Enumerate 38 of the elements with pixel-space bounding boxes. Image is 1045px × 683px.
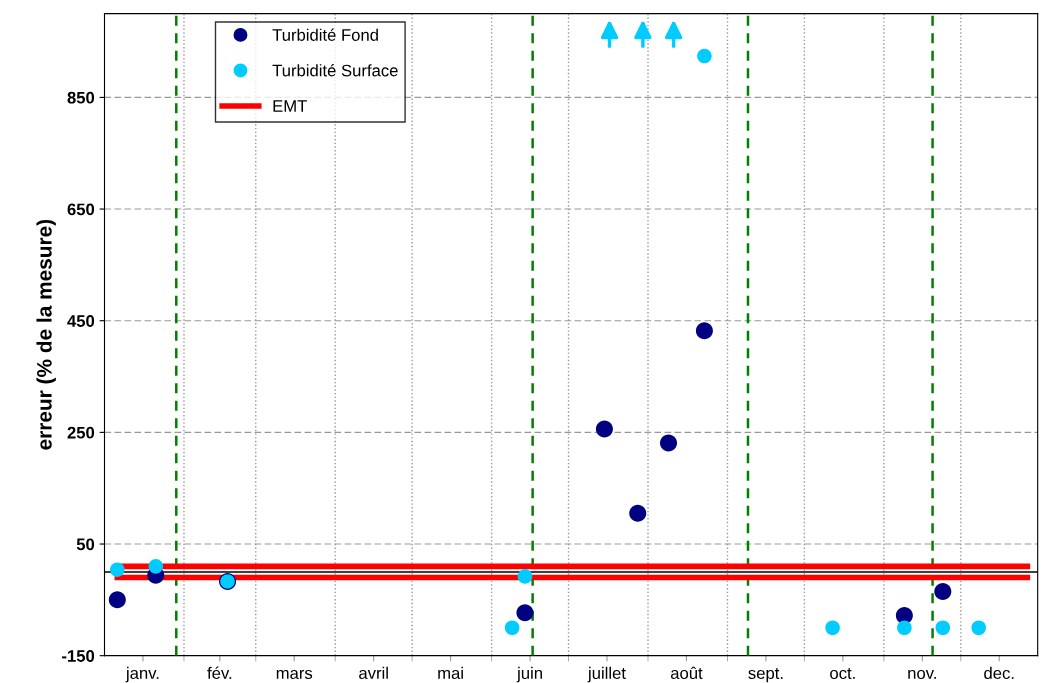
point (517, 569, 533, 584)
x-tick-label: mars (276, 669, 313, 680)
point (897, 620, 912, 636)
x-tick-label: nov. (908, 669, 936, 680)
x-tick-label: mai (438, 666, 463, 680)
x-tick-label: août (670, 666, 703, 680)
point (935, 620, 951, 636)
point (148, 559, 164, 574)
point (695, 322, 713, 340)
x-tick-label: juillet (587, 666, 626, 683)
point (595, 420, 613, 438)
point (504, 620, 520, 636)
x-tick-label: avril (359, 666, 388, 680)
y-axis-title: erreur (% de la mesure) (36, 219, 56, 450)
legend-label: Turbidité Surface (272, 64, 398, 77)
point (825, 620, 840, 636)
point (934, 582, 952, 600)
point (697, 48, 712, 64)
x-tick-label: janv. (125, 666, 159, 683)
y-tick-label: 850 (67, 91, 95, 104)
x-tick-label: juin (516, 666, 542, 683)
point (660, 434, 678, 452)
x-tick-label: sept. (748, 668, 783, 683)
y-tick-label: 50 (76, 538, 95, 551)
x-tick-label: dec. (984, 666, 1014, 680)
legend-label: Turbidité Fond (272, 28, 378, 41)
y-tick-label: 250 (67, 426, 95, 439)
legend-label: EMT (273, 100, 307, 112)
point (108, 591, 126, 609)
y-tick-label: 650 (67, 203, 95, 216)
point (516, 604, 534, 622)
y-tick-label: 450 (67, 315, 95, 327)
point (971, 620, 986, 636)
x-tick-label: fév. (207, 666, 232, 680)
x-tick-label: oct. (830, 668, 855, 680)
point (629, 504, 647, 522)
point (110, 562, 125, 577)
y-tick-label: -150 (62, 650, 95, 662)
